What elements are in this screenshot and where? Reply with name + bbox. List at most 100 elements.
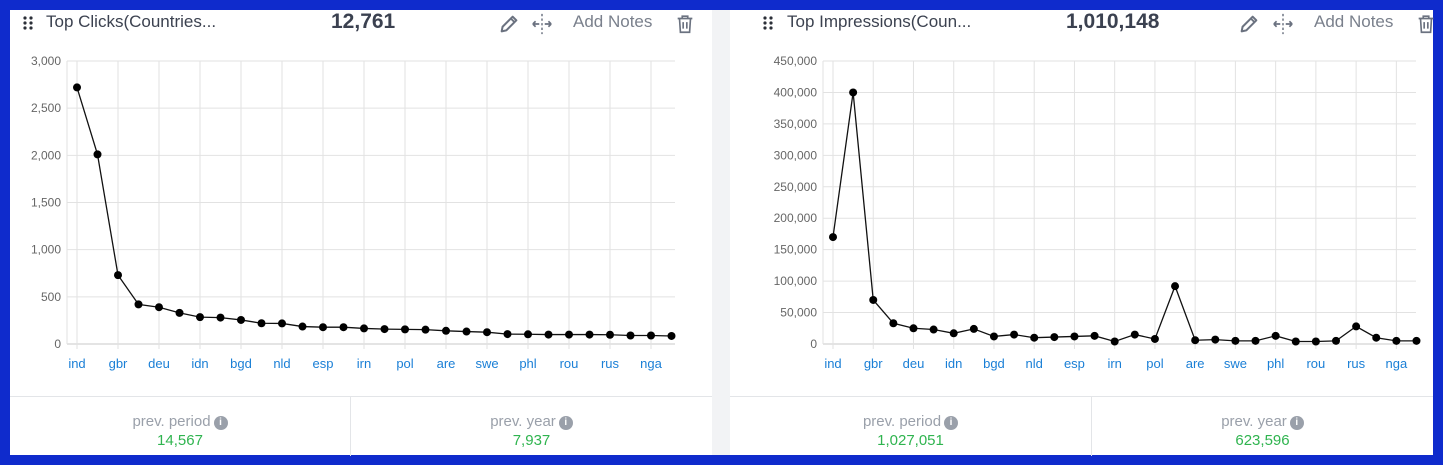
add-notes-button[interactable]: Add Notes (1314, 12, 1394, 31)
data-point[interactable] (503, 330, 512, 339)
data-point[interactable] (1050, 333, 1059, 342)
widget-title: Top Clicks(Countries... (46, 12, 217, 31)
pencil-icon[interactable] (498, 13, 520, 35)
drag-handle-icon[interactable] (763, 16, 773, 30)
data-point[interactable] (1251, 336, 1260, 345)
data-point[interactable] (869, 295, 878, 304)
data-point[interactable] (1271, 331, 1280, 340)
data-point[interactable] (319, 323, 327, 332)
prev-year-label: prev. year (490, 413, 556, 430)
info-icon[interactable]: i (944, 416, 959, 430)
data-point[interactable] (73, 83, 81, 92)
data-point[interactable] (1211, 335, 1220, 344)
info-icon[interactable]: i (213, 416, 228, 430)
data-point[interactable] (949, 329, 958, 338)
y-tick-label: 200,000 (774, 211, 818, 225)
data-point[interactable] (196, 313, 204, 322)
data-point[interactable] (298, 322, 307, 331)
data-point[interactable] (1130, 330, 1139, 339)
data-point[interactable] (421, 325, 430, 334)
y-tick-label: 1,000 (31, 243, 61, 257)
x-tick-label: nld (273, 356, 290, 371)
data-point[interactable] (606, 330, 614, 339)
data-point[interactable] (1150, 334, 1159, 343)
data-point[interactable] (1191, 336, 1200, 345)
move-horizontal-icon[interactable] (1272, 13, 1294, 35)
data-point[interactable] (1412, 336, 1421, 345)
data-point[interactable] (155, 303, 163, 312)
y-tick-label: 2,000 (31, 148, 61, 162)
data-point[interactable] (462, 327, 471, 336)
x-tick-label: rus (601, 356, 620, 371)
y-tick-label: 300,000 (774, 148, 818, 162)
prev-period-stat: prev. period i 14,567 (10, 397, 351, 456)
panel-gutter (712, 10, 730, 455)
trash-icon[interactable] (674, 13, 696, 35)
data-point[interactable] (1311, 337, 1320, 346)
data-point[interactable] (565, 330, 573, 339)
data-point[interactable] (1090, 331, 1099, 340)
data-point[interactable] (1110, 337, 1119, 346)
data-point[interactable] (360, 324, 368, 333)
drag-handle-icon[interactable] (23, 16, 33, 30)
data-point[interactable] (929, 325, 938, 334)
x-tick-label: esp (313, 356, 334, 371)
pencil-icon[interactable] (1238, 13, 1260, 35)
data-point[interactable] (1231, 336, 1240, 345)
data-point[interactable] (1332, 336, 1340, 345)
y-tick-label: 0 (810, 337, 817, 351)
data-point[interactable] (1030, 333, 1039, 342)
data-point[interactable] (114, 271, 122, 280)
data-point[interactable] (909, 324, 918, 333)
data-point[interactable] (216, 313, 225, 322)
y-tick-label: 3,000 (31, 54, 61, 68)
prev-period-value: 1,027,051 (877, 432, 944, 449)
data-point[interactable] (278, 319, 286, 328)
clicks-line-chart: 0 500 1,000 1,500 2,000 2,500 3,000 ind gbr deu id… (31, 54, 676, 371)
data-point[interactable] (401, 325, 409, 334)
widget-footer: prev. period i 1,027,051 prev. year i 623,… (730, 396, 1433, 456)
x-tick-label: irn (357, 356, 371, 371)
data-point[interactable] (647, 331, 655, 340)
data-point[interactable] (969, 324, 978, 333)
data-point[interactable] (1171, 282, 1180, 291)
data-point[interactable] (524, 330, 532, 339)
prev-period-stat: prev. period i 1,027,051 (730, 397, 1092, 456)
data-point[interactable] (483, 328, 491, 337)
data-point[interactable] (889, 319, 898, 328)
data-point[interactable] (1291, 337, 1300, 346)
data-point[interactable] (626, 331, 635, 340)
x-tick-label: are (1186, 356, 1205, 371)
data-point[interactable] (257, 319, 266, 328)
data-point[interactable] (1070, 332, 1079, 341)
data-point[interactable] (849, 88, 858, 97)
data-point[interactable] (134, 300, 143, 309)
data-point[interactable] (93, 150, 102, 159)
y-tick-label: 1,500 (31, 196, 61, 210)
y-tick-label: 500 (41, 290, 61, 304)
data-point[interactable] (585, 330, 594, 339)
data-point[interactable] (1372, 333, 1381, 342)
info-icon[interactable]: i (1289, 416, 1304, 430)
data-point[interactable] (442, 326, 450, 335)
info-icon[interactable]: i (558, 416, 573, 430)
trash-icon[interactable] (1415, 13, 1437, 35)
data-point[interactable] (544, 330, 553, 339)
widget-title: Top Impressions(Coun... (787, 12, 972, 31)
prev-year-label: prev. year (1221, 413, 1287, 430)
x-tick-label: idn (191, 356, 208, 371)
data-point[interactable] (339, 323, 348, 332)
data-point[interactable] (380, 325, 389, 334)
data-point[interactable] (1352, 322, 1361, 331)
data-point[interactable] (829, 233, 837, 242)
data-point[interactable] (237, 315, 245, 324)
data-point[interactable] (1010, 330, 1019, 339)
data-point[interactable] (667, 331, 676, 340)
data-point[interactable] (175, 308, 184, 317)
add-notes-button[interactable]: Add Notes (573, 12, 653, 31)
x-tick-label: pol (1146, 356, 1163, 371)
data-point[interactable] (1392, 336, 1401, 345)
x-tick-label: rou (1306, 356, 1325, 371)
data-point[interactable] (989, 332, 998, 341)
move-horizontal-icon[interactable] (531, 13, 553, 35)
